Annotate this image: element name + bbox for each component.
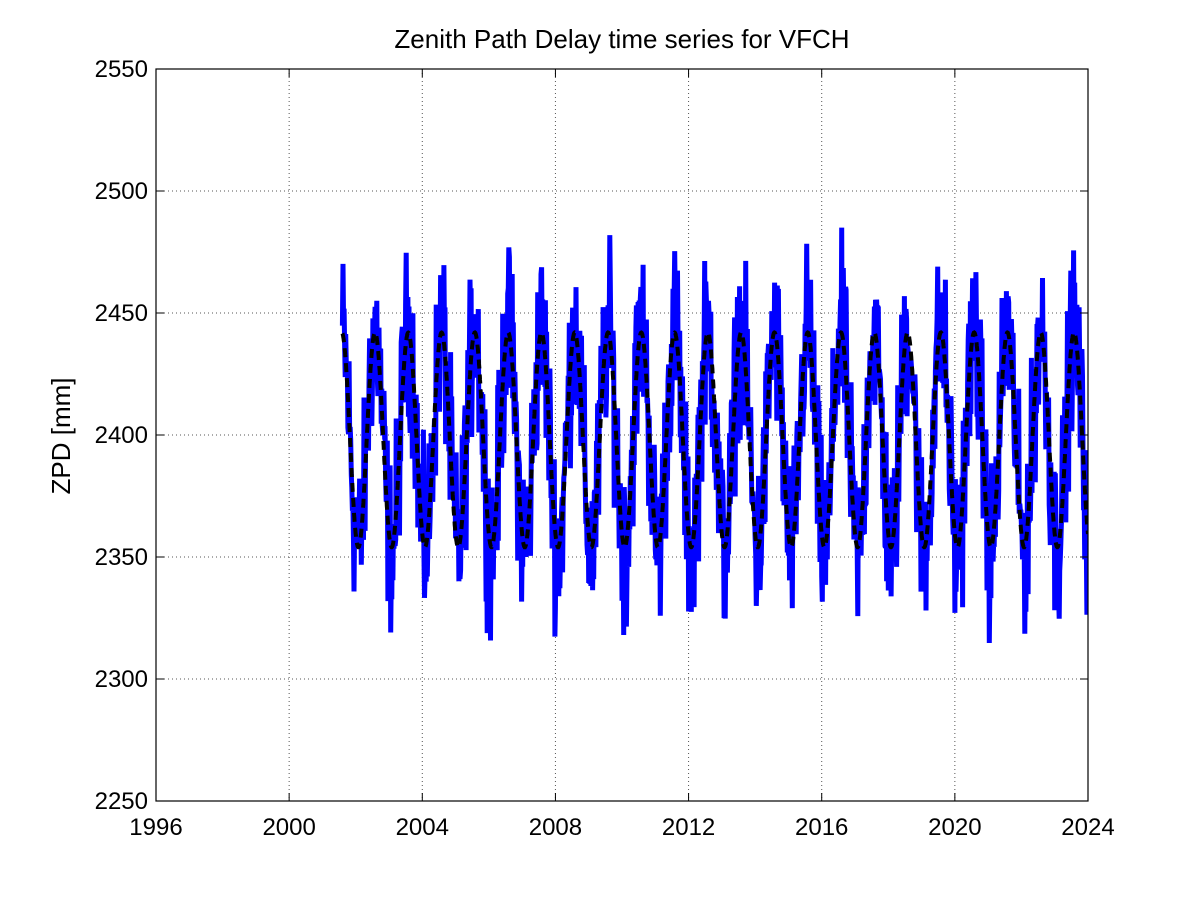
x-tick-label: 1996	[129, 814, 182, 841]
chart-title: Zenith Path Delay time series for VFCH	[394, 24, 849, 54]
y-axis-label: ZPD [mm]	[46, 378, 76, 495]
y-tick-label: 2550	[95, 56, 148, 83]
x-tick-label: 2012	[662, 814, 715, 841]
y-tick-label: 2500	[95, 178, 148, 205]
y-tick-label: 2300	[95, 666, 148, 693]
y-tick-label: 2350	[95, 544, 148, 571]
series-zpd-model-dashed-line	[340, 330, 1088, 550]
y-tick-label: 2400	[95, 422, 148, 449]
x-tick-label: 2024	[1061, 814, 1114, 841]
x-tick-label: 2008	[529, 814, 582, 841]
x-tick-label: 2016	[795, 814, 848, 841]
y-tick-label: 2250	[95, 788, 148, 815]
x-tick-label: 2004	[396, 814, 449, 841]
x-tick-label: 2020	[928, 814, 981, 841]
x-tick-label: 2000	[262, 814, 315, 841]
y-tick-label: 2450	[95, 300, 148, 327]
